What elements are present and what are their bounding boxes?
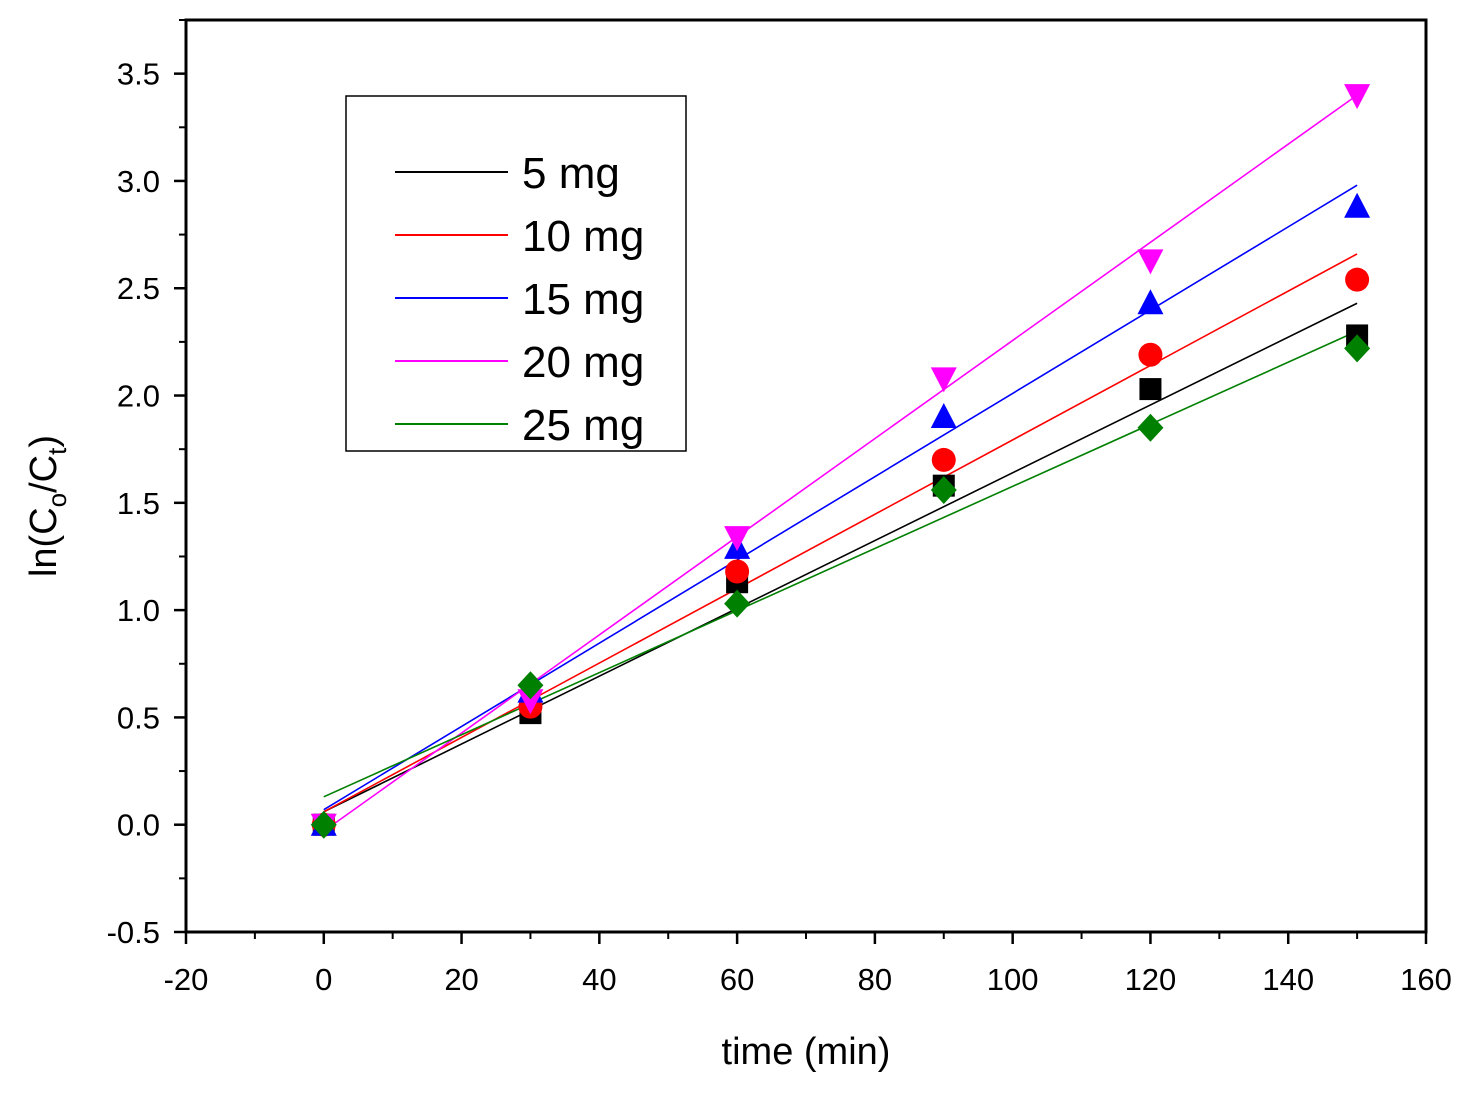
legend: 5 mg 10 mg 15 mg 20 mg 25 mg xyxy=(345,95,687,452)
point-20-mg xyxy=(517,689,544,715)
point-15-mg xyxy=(1344,192,1371,218)
y-label-end: ) xyxy=(23,435,65,448)
x-tick-label: 20 xyxy=(444,962,478,997)
point-10-mg xyxy=(931,447,956,472)
y-tick-label: 1.5 xyxy=(117,486,160,521)
point-20-mg xyxy=(1344,84,1371,110)
y-tick-label: 0.5 xyxy=(117,700,160,735)
y-tick-label: 3.5 xyxy=(117,57,160,92)
x-tick-label: 80 xyxy=(858,962,892,997)
y-tick-label: 2.0 xyxy=(117,379,160,414)
y-tick-label: 1.0 xyxy=(117,593,160,628)
y-label-sub2: t xyxy=(42,447,72,455)
x-tick-label: 140 xyxy=(1262,962,1314,997)
y-label-mid: /C xyxy=(23,455,65,493)
point-25-mg xyxy=(930,475,957,504)
y-label-sub1: o xyxy=(42,493,72,507)
legend-label: 5 mg xyxy=(522,149,620,198)
legend-label: 25 mg xyxy=(522,401,644,450)
y-axis-ticks: -0.5 0.0 0.5 1.0 1.5 2.0 2.5 3.0 3.5 xyxy=(107,19,186,950)
x-axis-label: time (min) xyxy=(722,1031,891,1073)
x-tick-label: 120 xyxy=(1125,962,1177,997)
x-axis-ticks: -20 0 20 40 60 80 100 120 140 160 xyxy=(164,932,1452,997)
point-20-mg xyxy=(1137,249,1164,275)
legend-label: 15 mg xyxy=(522,275,644,324)
x-tick-label: 100 xyxy=(987,962,1039,997)
y-tick-label: 0.0 xyxy=(117,808,160,843)
y-axis-label: ln(Co/Ct) xyxy=(23,435,72,577)
point-5-mg xyxy=(1139,378,1162,401)
fit-line-20-mg xyxy=(323,94,1358,832)
x-tick-label: 0 xyxy=(315,962,332,997)
x-tick-label: -20 xyxy=(164,962,209,997)
point-25-mg xyxy=(310,810,337,839)
x-tick-label: 160 xyxy=(1400,962,1452,997)
y-tick-label: -0.5 xyxy=(107,915,160,950)
point-20-mg xyxy=(724,526,751,552)
point-15-mg xyxy=(1137,289,1164,315)
point-10-mg xyxy=(1345,267,1370,292)
point-25-mg xyxy=(1137,413,1164,442)
legend-box xyxy=(345,95,687,452)
point-25-mg xyxy=(724,589,751,618)
point-10-mg xyxy=(1138,342,1163,367)
point-25-mg xyxy=(517,671,544,700)
y-tick-label: 2.5 xyxy=(117,271,160,306)
y-tick-label: 3.0 xyxy=(117,164,160,199)
point-10-mg xyxy=(725,559,750,584)
fit-line-5-mg xyxy=(323,302,1358,813)
data-markers xyxy=(310,84,1371,839)
fit-lines xyxy=(323,94,1358,832)
point-20-mg xyxy=(930,367,957,393)
y-label-main: ln(C xyxy=(23,507,65,577)
point-25-mg xyxy=(1344,334,1371,363)
fit-line-15-mg xyxy=(323,184,1358,811)
x-tick-label: 60 xyxy=(720,962,754,997)
legend-label: 20 mg xyxy=(522,338,644,387)
legend-label: 10 mg xyxy=(522,212,644,261)
fit-line-25-mg xyxy=(323,330,1358,798)
point-15-mg xyxy=(930,402,957,428)
x-tick-label: 40 xyxy=(582,962,616,997)
